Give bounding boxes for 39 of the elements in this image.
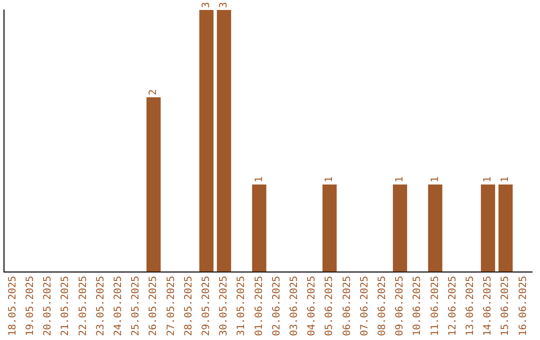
x-tick-label: 11.06.2025 — [430, 276, 441, 336]
x-tick-label: 26.05.2025 — [148, 276, 160, 336]
x-tick-label: 04.06.2025 — [306, 276, 318, 336]
x-tick-label: 28.05.2025 — [183, 276, 194, 336]
x-tick-label: 23.05.2025 — [95, 276, 106, 336]
x-tick-label: 03.06.2025 — [288, 276, 300, 336]
x-tick-label: 30.05.2025 — [218, 276, 230, 336]
x-tick-label: 27.05.2025 — [166, 276, 177, 336]
data-label: 1 — [500, 176, 512, 183]
x-tick-label: 19.05.2025 — [24, 276, 36, 336]
data-label: 1 — [482, 176, 494, 183]
x-tick-label: 08.06.2025 — [376, 276, 388, 336]
x-tick-label: 18.05.2025 — [7, 276, 18, 336]
x-tick-label: 10.06.2025 — [412, 276, 424, 336]
x-tick-label: 29.05.2025 — [200, 276, 212, 336]
x-tick-label: 12.06.2025 — [447, 276, 458, 336]
data-label: 1 — [324, 176, 336, 183]
x-tick-label: 15.06.2025 — [500, 276, 512, 336]
x-tick-label: 01.06.2025 — [254, 276, 265, 336]
x-tick-label: 13.06.2025 — [464, 276, 476, 336]
x-tick-label: 25.05.2025 — [130, 276, 142, 336]
x-tick-label: 02.06.2025 — [271, 276, 282, 336]
x-tick-label: 05.06.2025 — [324, 276, 336, 336]
x-tick-label: 09.06.2025 — [394, 276, 406, 336]
x-tick-label: 07.06.2025 — [359, 276, 370, 336]
x-tick-label: 14.06.2025 — [482, 276, 494, 336]
x-tick-label: 21.05.2025 — [60, 276, 72, 336]
x-tick-label: 06.06.2025 — [342, 276, 353, 336]
data-label: 1 — [430, 176, 441, 183]
data-label: 2 — [148, 89, 160, 96]
data-label: 1 — [394, 176, 406, 183]
data-label: 3 — [218, 2, 230, 8]
x-tick-label: 20.05.2025 — [42, 276, 54, 336]
x-tick-label: 22.05.2025 — [78, 276, 89, 336]
x-tick-label: 31.05.2025 — [236, 276, 248, 336]
data-label: 1 — [254, 176, 265, 183]
x-tick-label: 24.05.2025 — [112, 276, 124, 336]
x-tick-label: 16.06.2025 — [518, 276, 529, 336]
data-label: 3 — [200, 2, 212, 8]
